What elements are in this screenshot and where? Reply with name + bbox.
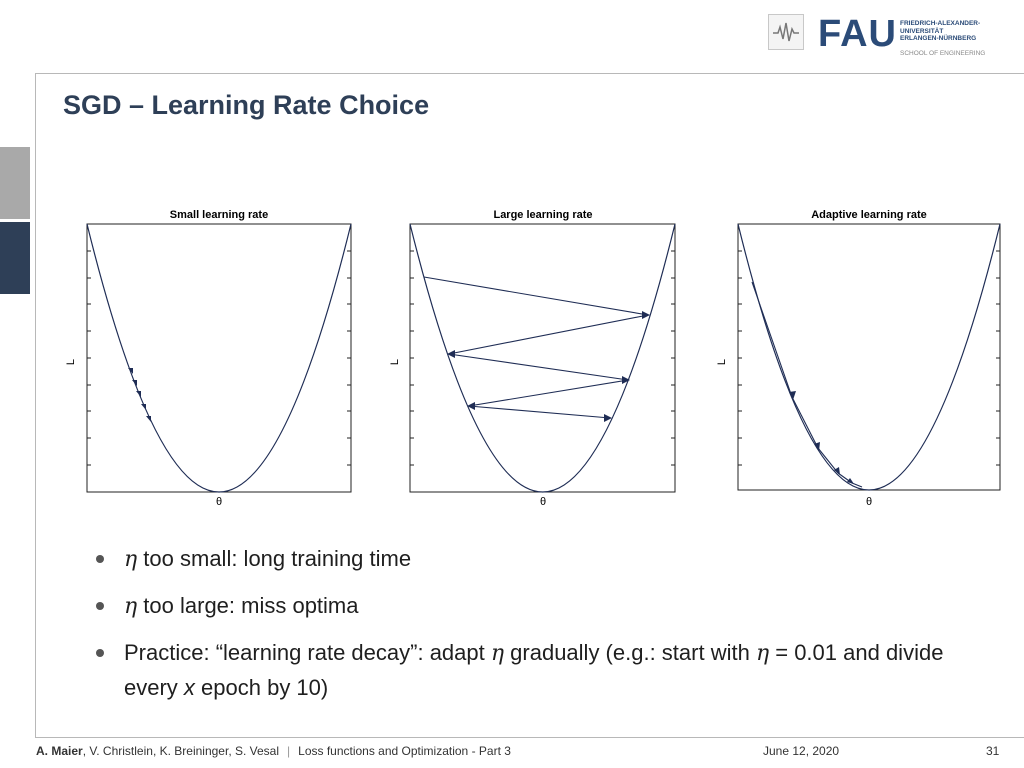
plot-small-lr: Small learning rate θ L <box>65 209 352 508</box>
y-axis-label: L <box>716 359 728 365</box>
x-axis-label: θ <box>866 496 872 508</box>
frame-line-bottom <box>35 737 1024 738</box>
frame-line-top <box>35 73 1024 74</box>
x-axis-label: θ <box>540 496 546 508</box>
footer-authors: A. Maier, V. Christlein, K. Breininger, … <box>36 744 511 758</box>
plot-adaptive-lr: Adaptive learning rate <box>716 209 1001 508</box>
plot-large-lr: Large learning rate <box>389 209 676 508</box>
footer-date: June 12, 2020 <box>763 744 840 758</box>
school-name: SCHOOL OF ENGINEERING <box>900 50 986 57</box>
y-axis-label: L <box>65 359 77 365</box>
university-name: FRIEDRICH-ALEXANDER- UNIVERSITÄT ERLANGE… <box>900 20 981 42</box>
plot-title: Large learning rate <box>493 209 592 221</box>
frame-line-left <box>35 73 36 737</box>
plots-row: Small learning rate θ L Large learning r… <box>0 200 1024 515</box>
eta-symbol: η <box>755 641 770 666</box>
x-axis-label: θ <box>216 496 222 508</box>
plot-title: Adaptive learning rate <box>811 209 927 221</box>
seal-icon <box>768 14 804 50</box>
fau-wordmark: FAU <box>818 13 897 55</box>
footer-coauthors: , V. Christlein, K. Breininger, S. Vesal <box>82 744 280 758</box>
side-tab-active <box>0 222 30 294</box>
y-axis-label: L <box>389 359 401 365</box>
eta-symbol: η <box>124 547 138 572</box>
page-number: 31 <box>986 744 1000 758</box>
footer-lecture: Loss functions and Optimization - Part 3 <box>298 744 511 758</box>
slide-title: SGD – Learning Rate Choice <box>63 90 430 120</box>
footer-separator: | <box>287 744 291 758</box>
footer-lead-author: A. Maier <box>36 744 83 758</box>
eta-symbol: η <box>124 594 138 619</box>
bullet-item: η too small: long training time <box>96 542 996 577</box>
eta-symbol: η <box>490 641 505 666</box>
bullet-list: η too small: long training time η too la… <box>96 542 996 717</box>
bullet-item: Practice: “learning rate decay”: adapt η… <box>96 636 996 705</box>
plot-title: Small learning rate <box>170 209 268 221</box>
fau-logo: FAU FRIEDRICH-ALEXANDER- UNIVERSITÄT ERL… <box>768 12 1008 62</box>
x-variable: x <box>183 675 195 700</box>
bullet-item: η too large: miss optima <box>96 589 996 624</box>
side-tab-inactive <box>0 147 30 219</box>
